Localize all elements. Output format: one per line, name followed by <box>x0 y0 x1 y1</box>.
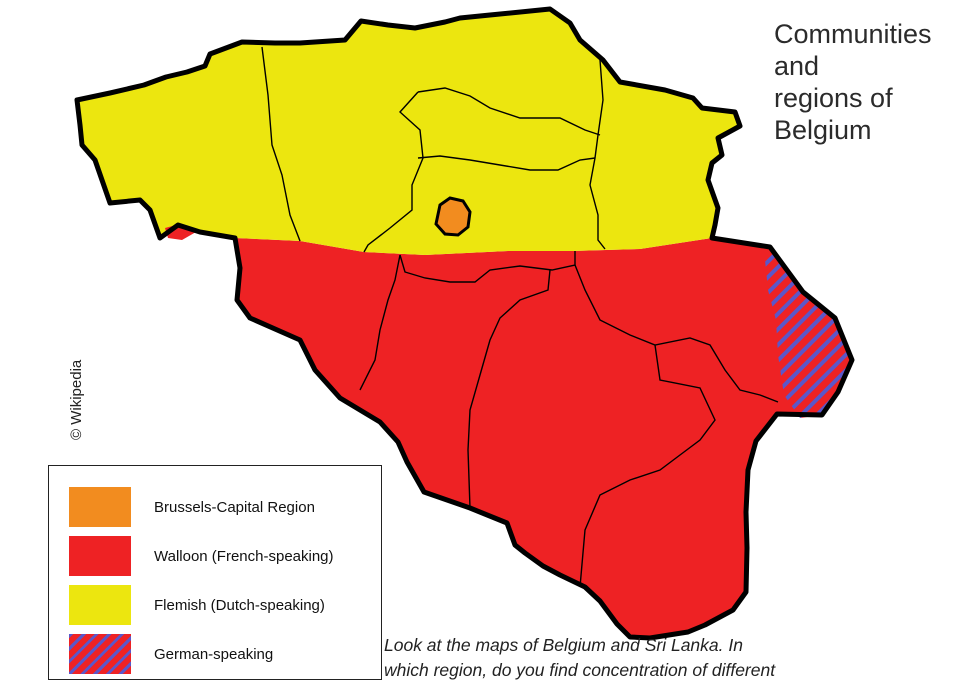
hatched-swatch <box>69 634 131 674</box>
province-borders <box>261 46 779 588</box>
legend-label: Walloon (French-speaking) <box>154 547 334 565</box>
question-line: which region, do you find concentration … <box>384 660 776 680</box>
german-region <box>765 247 852 418</box>
legend-item-flemish: Flemish (Dutch-speaking) <box>69 584 325 626</box>
legend-label: Brussels-Capital Region <box>154 498 315 516</box>
legend-item-brussels: Brussels-Capital Region <box>69 486 315 528</box>
legend-label: Flemish (Dutch-speaking) <box>154 596 325 614</box>
belgium-outline <box>74 6 855 641</box>
brussels-region <box>434 196 472 237</box>
title-line: Communities <box>774 19 932 49</box>
flemish-region <box>77 9 740 255</box>
map-title: Communities and regions of Belgium <box>774 18 964 146</box>
title-line: regions of <box>774 83 893 113</box>
title-line: and <box>774 51 820 81</box>
red-swatch <box>69 536 131 576</box>
question-line: Look at the maps of Belgium and Sri Lank… <box>384 635 743 655</box>
title-line: Belgium <box>774 115 872 145</box>
image-credit: © Wikipedia <box>68 359 85 440</box>
map-legend: Brussels-Capital Region Walloon (French-… <box>48 465 382 680</box>
yellow-swatch <box>69 585 131 625</box>
orange-swatch <box>69 487 131 527</box>
legend-item-german: German-speaking <box>69 633 273 675</box>
legend-item-walloon: Walloon (French-speaking) <box>69 535 334 577</box>
legend-label: German-speaking <box>154 645 274 663</box>
walloon-region <box>235 238 852 638</box>
question-text: Look at the maps of Belgium and Sri Lank… <box>384 633 964 683</box>
